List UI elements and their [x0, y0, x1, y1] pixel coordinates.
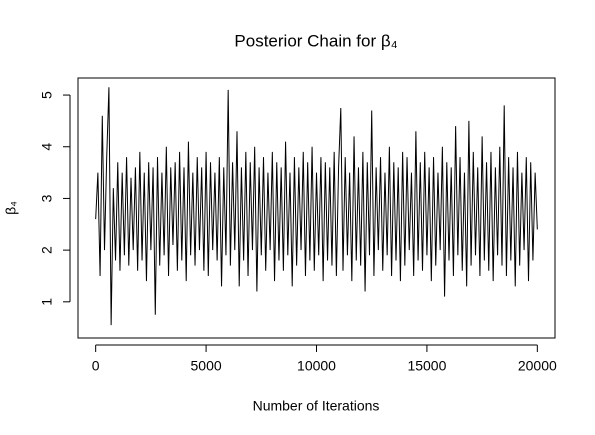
trace-line: [95, 87, 538, 326]
x-tick-label: 10000: [297, 358, 336, 374]
x-tick-label: 20000: [518, 358, 557, 374]
plot-box: [77, 77, 556, 339]
x-tick-label: 0: [92, 358, 100, 374]
y-tick-label: 5: [39, 91, 55, 99]
y-axis-label: β₄: [3, 201, 19, 215]
y-tick-label: 4: [39, 143, 55, 151]
y-tick-label: 1: [39, 298, 55, 306]
chart-title: Posterior Chain for β₄: [234, 31, 397, 50]
x-axis-label: Number of Iterations: [253, 398, 380, 414]
y-tick-label: 2: [39, 246, 55, 254]
x-tick-label: 5000: [191, 358, 222, 374]
y-tick-label: 3: [39, 194, 55, 202]
x-tick-label: 15000: [407, 358, 446, 374]
